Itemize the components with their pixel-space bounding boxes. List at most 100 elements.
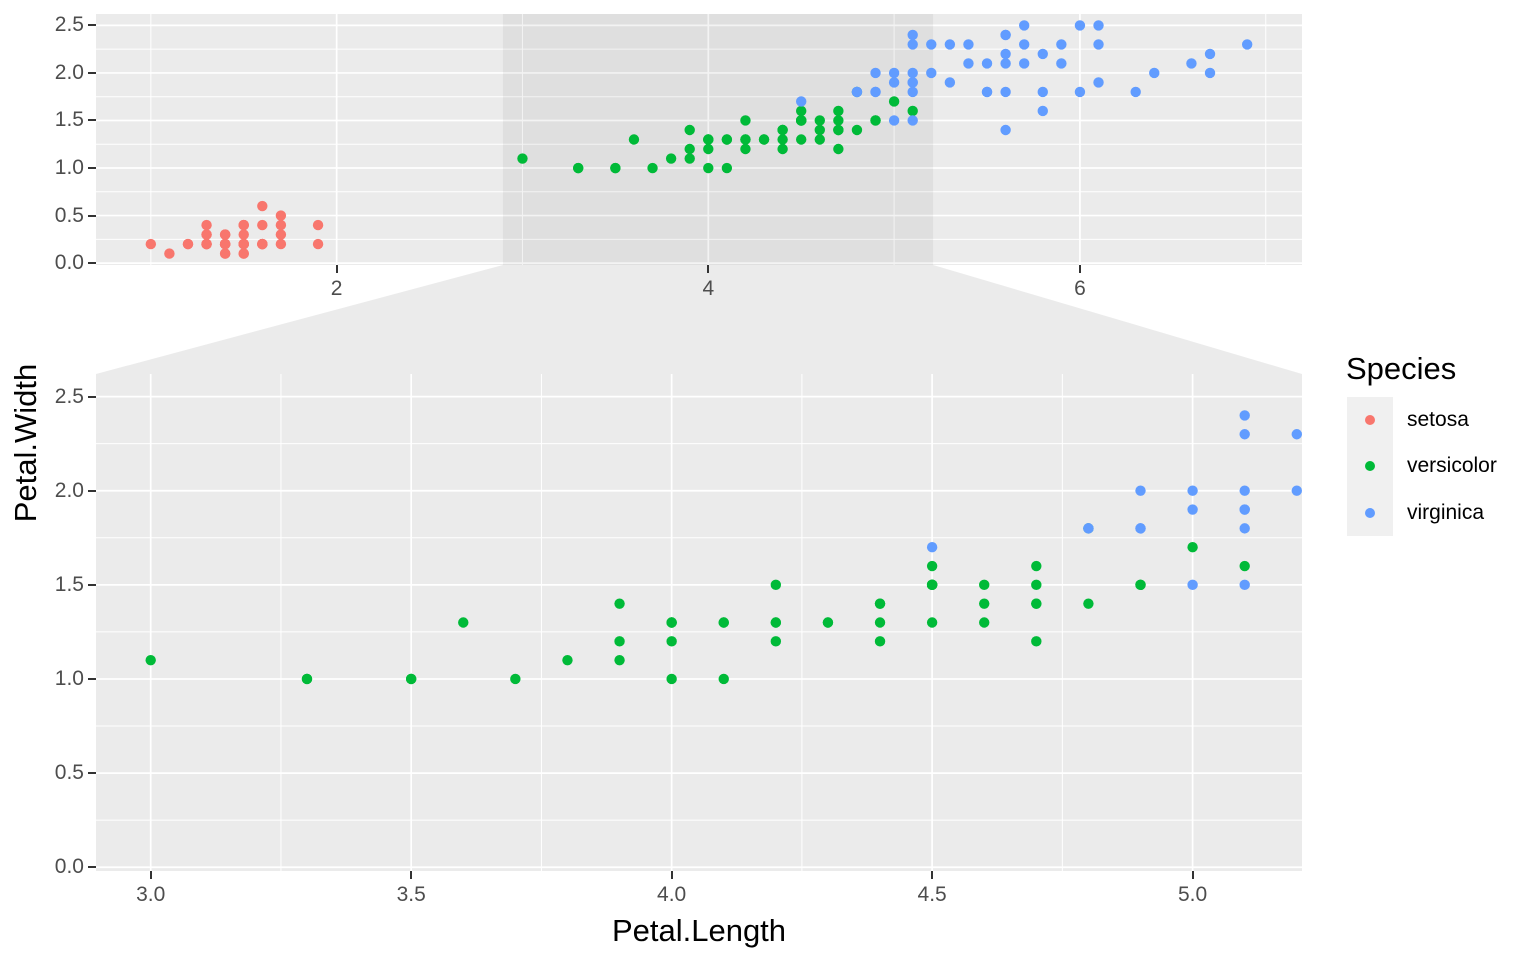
virginica-point [963, 58, 974, 69]
versicolor-point [851, 124, 863, 136]
y-tick-label: 1.0 [54, 666, 84, 690]
virginica-point [1000, 86, 1011, 98]
x-tick-mark [931, 871, 934, 879]
virginica-point [1056, 58, 1067, 69]
versicolor-point [814, 134, 825, 145]
setosa-point [219, 248, 231, 259]
x-tick-mark [149, 871, 152, 879]
x-tick-mark [1078, 265, 1081, 273]
virginica-point [1187, 485, 1198, 496]
virginica-point [1037, 86, 1048, 98]
virginica-point [1074, 86, 1086, 98]
legend-title: Species [1346, 351, 1457, 386]
virginica-point [1037, 105, 1048, 117]
virginica-point [888, 67, 900, 79]
virginica-point [944, 77, 956, 88]
versicolor-point [926, 579, 938, 591]
virginica-point [1018, 58, 1030, 69]
y-tick-mark [88, 395, 96, 398]
setosa-point [257, 238, 268, 250]
virginica-point [1093, 20, 1104, 31]
virginica-point [1000, 29, 1011, 41]
y-axis-title: Petal.Width [8, 363, 43, 523]
legend-label-versicolor: versicolor [1407, 454, 1497, 478]
x-tick-mark [707, 265, 710, 273]
y-tick-label: 2.5 [54, 13, 84, 37]
versicolor-point [145, 654, 156, 666]
versicolor-point [874, 636, 886, 647]
versicolor-point [926, 617, 938, 628]
versicolor-point [684, 153, 695, 164]
virginica-point [1083, 523, 1094, 534]
versicolor-point [833, 143, 844, 155]
versicolor-point [614, 598, 625, 609]
virginica-point [888, 115, 900, 126]
virginica-point [1186, 58, 1197, 69]
legend-swatch-virginica [1365, 507, 1375, 518]
setosa-point [257, 200, 268, 212]
setosa-point [219, 238, 231, 250]
versicolor-point [1031, 560, 1042, 572]
virginica-point [1130, 86, 1141, 98]
setosa-point [312, 219, 324, 231]
x-tick-label: 3.0 [136, 883, 166, 906]
versicolor-point [517, 153, 528, 164]
overview-panel [96, 14, 1302, 265]
versicolor-point [979, 579, 990, 591]
virginica-point [1018, 39, 1030, 50]
versicolor-point [1239, 560, 1250, 572]
virginica-point [981, 86, 993, 98]
versicolor-point [770, 636, 782, 647]
virginica-point [888, 77, 900, 88]
versicolor-point [758, 134, 770, 145]
versicolor-point [814, 124, 825, 136]
legend-swatch-setosa [1365, 415, 1375, 426]
versicolor-point [833, 124, 844, 136]
versicolor-point [721, 162, 733, 174]
virginica-point [1074, 20, 1086, 31]
y-tick-mark [88, 677, 96, 680]
versicolor-point [740, 143, 751, 155]
versicolor-point [1031, 636, 1042, 647]
versicolor-point [703, 143, 714, 155]
versicolor-point [684, 124, 695, 136]
virginica-point [1239, 485, 1250, 496]
virginica-point [796, 96, 807, 107]
virginica-point [1037, 48, 1048, 60]
setosa-point [164, 248, 175, 259]
legend-label-setosa: setosa [1407, 408, 1469, 432]
virginica-point [944, 39, 956, 50]
y-tick-label: 2.5 [54, 384, 84, 408]
setosa-point [201, 219, 212, 231]
y-tick-mark [88, 583, 96, 586]
versicolor-point [1031, 598, 1042, 609]
x-tick-mark [1191, 871, 1194, 879]
versicolor-point [770, 579, 782, 591]
setosa-point [201, 238, 212, 250]
zoom-panel [96, 374, 1302, 871]
virginica-point [1241, 39, 1253, 50]
versicolor-point [979, 598, 990, 609]
y-tick-mark [88, 489, 96, 492]
versicolor-point [888, 96, 900, 107]
versicolor-point [562, 654, 573, 666]
setosa-point [219, 229, 231, 240]
virginica-point [1093, 39, 1104, 50]
x-tick-label: 3.5 [396, 883, 426, 906]
virginica-point [1204, 48, 1216, 60]
x-axis-title: Petal.Length [611, 913, 787, 948]
versicolor-point [740, 134, 751, 145]
virginica-point [1239, 504, 1250, 515]
virginica-point [907, 29, 918, 41]
setosa-point [201, 229, 212, 240]
versicolor-point [833, 105, 844, 117]
virginica-point [1239, 579, 1250, 591]
virginica-point [1000, 48, 1011, 60]
setosa-point [275, 229, 287, 240]
setosa-point [238, 248, 249, 259]
setosa-point [257, 219, 268, 231]
y-tick-label: 0.0 [54, 855, 84, 879]
virginica-point [1000, 124, 1011, 136]
virginica-point [1187, 579, 1198, 591]
